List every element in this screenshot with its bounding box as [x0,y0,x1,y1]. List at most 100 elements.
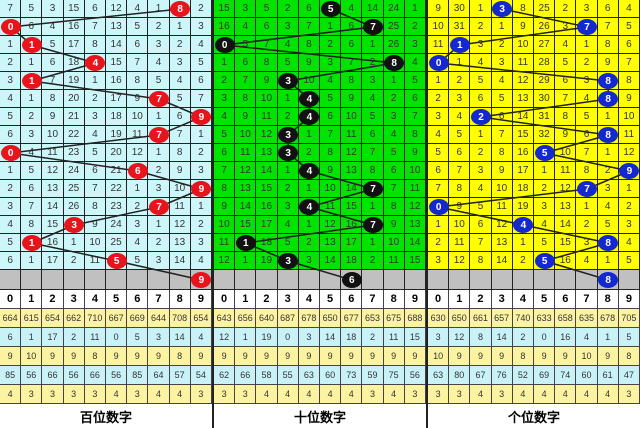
digit-header: 2 [470,290,492,309]
stat-cell: 658 [555,309,577,328]
grid-cell: 13 [555,198,577,216]
grid-cell: 3 [428,108,450,126]
grid-cell: 8 [449,180,471,198]
stat-cell: 10 [576,347,598,366]
grid-cell: 9 [256,72,278,90]
grid-cell: 6 [298,0,320,18]
stat-cell: 8 [470,328,492,347]
grid-cell: 6 [470,216,492,234]
stat-cell: 52 [512,366,534,385]
grid-cell: 3 [618,216,640,234]
grid-cell: 1 [512,234,534,252]
grid-cell: 15 [63,0,85,18]
digit-header: 7 [148,290,170,309]
grid-cell: 8 [404,126,426,144]
grid-cell: 1 [21,90,43,108]
stat-cell: 688 [404,309,426,328]
grid-cell: 13 [256,144,278,162]
grid-cell: 2 [618,198,640,216]
grid-cell: 2 [127,198,149,216]
grid-cell: 9 [491,162,513,180]
stat-cell: 12 [449,328,471,347]
digit-header: 0 [214,290,236,309]
grid-cell: 9 [42,108,64,126]
grid-cell: 6 [404,90,426,108]
grid-cell: 10 [383,234,405,252]
draw-ball: 0 [0,145,21,161]
stat-cell: 687 [277,309,299,328]
digit-header: 3 [63,290,85,309]
stat-cell: 662 [63,309,85,328]
grid-cell: 1 [470,0,492,18]
grid-cell: 6 [491,108,513,126]
stat-cell: 59 [362,366,384,385]
grid-cell: 14 [169,252,191,270]
grid-cell: 6 [320,108,342,126]
gray-cell [235,270,257,290]
draw-ball: 5 [106,253,127,269]
grid-cell: 9 [298,54,320,72]
grid-cell: 3 [449,90,471,108]
grid-cell: 11 [127,126,149,144]
grid-cell: 8 [576,162,598,180]
grid-cell: 13 [491,234,513,252]
grid-cell: 3 [491,54,513,72]
grid-cell: 2 [214,72,236,90]
stat-cell: 67 [470,366,492,385]
stat-cell: 9 [449,347,471,366]
grid-cell: 13 [512,90,534,108]
stat-cell: 85 [127,366,149,385]
grid-cell: 2 [298,144,320,162]
grid-cell: 10 [449,216,471,234]
grid-cell: 1 [449,54,471,72]
stat-cell: 669 [127,309,149,328]
stat-cell: 9 [491,347,513,366]
grid-cell: 1 [576,36,598,54]
grid-cell: 3 [597,180,619,198]
grid-cell: 2 [362,54,384,72]
grid-cell: 1 [298,126,320,144]
gray-cell [106,270,128,290]
stat-cell: 4 [470,385,492,404]
grid-cell: 10 [341,108,363,126]
grid-cell: 4 [277,36,299,54]
grid-cell: 4 [534,216,556,234]
grid-cell: 5 [235,36,257,54]
stat-cell: 677 [341,309,363,328]
grid-cell: 4 [597,198,619,216]
grid-cell: 12 [618,144,640,162]
grid-cell: 8 [127,72,149,90]
stat-cell: 56 [21,366,43,385]
grid-cell: 13 [106,18,128,36]
grid-cell: 1 [428,72,450,90]
grid-cell: 1 [148,0,170,18]
grid-cell: 11 [235,144,257,162]
draw-ball: 0 [428,199,449,215]
grid-cell: 16 [214,18,236,36]
grid-cell: 5 [277,54,299,72]
stat-cell: 2 [362,328,384,347]
grid-cell: 12 [256,126,278,144]
stat-cell: 5 [618,328,640,347]
grid-cell: 12 [404,198,426,216]
grid-cell: 7 [127,54,149,72]
stat-cell: 9 [256,347,278,366]
grid-cell: 2 [148,18,170,36]
grid-cell: 32 [534,126,556,144]
stat-cell: 8 [618,347,640,366]
grid-cell: 12 [106,0,128,18]
trend-grid-tens: 15 3 5 2 6 4 14 24 1 16 4 6 3 7 1 6 25 2 5 7 4 8 2 6 1 26 3 1 6 8 5 9 3 7… [214,0,426,290]
grid-cell: 22 [63,126,85,144]
grid-cell: 5 [42,36,64,54]
grid-cell: 6 [383,162,405,180]
stat-cell: 10 [428,347,450,366]
grid-cell: 4 [362,90,384,108]
grid-cell: 11 [428,36,450,54]
draw-ball: 6 [127,163,148,179]
grid-cell: 1 [127,180,149,198]
grid-cell: 1 [21,252,43,270]
grid-cell: 12 [555,180,577,198]
grid-cell: 8 [84,198,106,216]
grid-cell: 14 [341,180,363,198]
grid-cell: 5 [534,234,556,252]
